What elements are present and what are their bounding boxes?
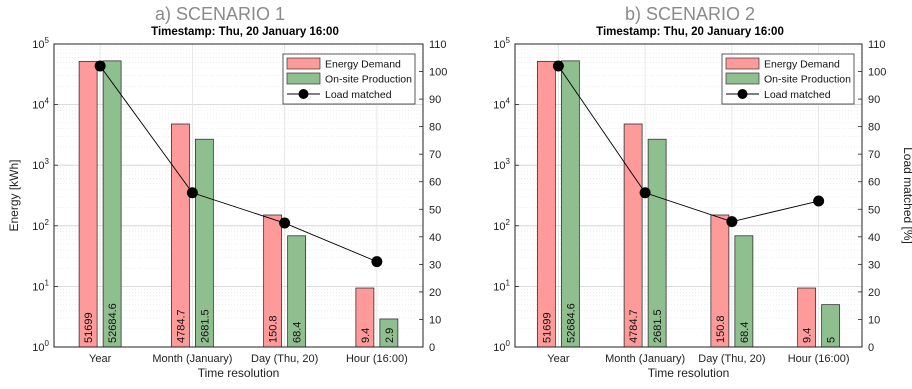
bar-value-label: 2.9 xyxy=(384,328,396,343)
load-matched-line xyxy=(99,65,378,263)
legend: Energy Demand On-site Production Load matc… xyxy=(721,53,855,105)
load-matched-point xyxy=(94,60,106,72)
bar-value-label: 150.8 xyxy=(715,315,727,343)
x-tick-label: Day (Thu, 20) xyxy=(698,353,765,365)
legend-entry: Energy Demand xyxy=(325,59,401,71)
legend-swatch xyxy=(725,57,760,70)
y2-tick-label: 110 xyxy=(429,39,447,51)
bar-value-label: 4784.7 xyxy=(175,309,187,343)
x-tick-label: Month (January) xyxy=(605,353,685,365)
x-tick-label: Year xyxy=(89,353,112,365)
bar-value-label: 68.4 xyxy=(739,322,751,343)
y2-tick-label: 60 xyxy=(429,177,441,189)
axes-box xyxy=(53,43,424,348)
legend-swatch xyxy=(725,72,760,85)
legend-marker xyxy=(298,89,309,99)
axes-box xyxy=(514,43,863,348)
legend: Energy Demand On-site Production Load matc… xyxy=(282,53,416,105)
y2-tick-label: 100 xyxy=(429,67,447,79)
bar-value-label: 51699 xyxy=(83,312,95,343)
bar-value-label: 9.4 xyxy=(802,328,814,343)
y2-axis-title: Load matched [%] xyxy=(901,147,912,244)
bar-value-label: 4784.7 xyxy=(628,309,640,343)
chart-panel-1: 51699 4784.7 150.8 9.4 52684.6 2681.5 68.4 2.9 1… xyxy=(7,4,447,380)
y2-tick-label: 70 xyxy=(868,149,880,161)
legend-entry: Load matched xyxy=(325,89,392,101)
bar-value-label: 68.4 xyxy=(292,322,304,343)
bar-value-label: 52684.6 xyxy=(565,303,577,343)
y2-tick-label: 90 xyxy=(868,94,880,106)
load-matched-point xyxy=(371,256,383,268)
x-tick-label: Hour (16:00) xyxy=(788,353,850,365)
x-tick-label: Year xyxy=(547,353,570,365)
x-tick-label: Day (Thu, 20) xyxy=(251,353,318,365)
y2-tick-label: 50 xyxy=(868,204,880,216)
y2-tick-label: 0 xyxy=(429,342,435,354)
y-tick-label: 101 xyxy=(32,278,49,293)
y-tick-label: 104 xyxy=(493,97,510,112)
bar-value-label: 2681.5 xyxy=(652,309,664,343)
load-matched-point xyxy=(552,60,564,72)
bar-value-label: 5 xyxy=(826,337,838,343)
legend-swatch xyxy=(286,72,321,85)
x-axis-title: Time resolution xyxy=(198,366,280,380)
legend-entry: Load matched xyxy=(764,89,831,101)
y2-tick-label: 90 xyxy=(429,94,441,106)
x-tick-label: Month (January) xyxy=(152,353,232,365)
y-tick-label: 102 xyxy=(32,218,49,233)
bar-value-label: 51699 xyxy=(541,312,553,343)
y-tick-label: 105 xyxy=(32,36,49,51)
y-tick-label: 104 xyxy=(32,97,49,112)
bar-value-label: 9.4 xyxy=(360,328,372,343)
chart-subtitle: Timestamp: Thu, 20 January 16:00 xyxy=(596,26,784,38)
chart-title: a) SCENARIO 1 xyxy=(155,4,285,24)
chart-subtitle: Timestamp: Thu, 20 January 16:00 xyxy=(151,26,339,38)
bar-value-label: 150.8 xyxy=(268,315,280,343)
legend-swatch xyxy=(286,57,321,70)
x-axis-title: Time resolution xyxy=(648,366,730,380)
y-tick-label: 105 xyxy=(493,36,510,51)
y2-tick-label: 20 xyxy=(868,287,880,299)
load-matched-point xyxy=(813,195,825,207)
load-matched-point xyxy=(279,217,291,229)
y-tick-label: 100 xyxy=(493,339,510,354)
y2-tick-label: 30 xyxy=(429,259,441,271)
y2-tick-label: 70 xyxy=(429,149,441,161)
y2-tick-label: 80 xyxy=(868,122,880,134)
legend-entry: Energy Demand xyxy=(764,59,840,71)
y-tick-label: 100 xyxy=(32,339,49,354)
y2-tick-label: 30 xyxy=(868,259,880,271)
y2-tick-label: 50 xyxy=(429,204,441,216)
bar-value-label: 2681.5 xyxy=(199,309,211,343)
y2-tick-label: 40 xyxy=(429,232,441,244)
load-matched-line xyxy=(558,65,819,223)
y-tick-label: 102 xyxy=(493,218,510,233)
bar-value-label: 52684.6 xyxy=(107,303,119,343)
y2-tick-label: 0 xyxy=(868,342,874,354)
legend-entry: On-site Production xyxy=(764,74,851,86)
y2-tick-label: 40 xyxy=(868,232,880,244)
bar-demand xyxy=(78,60,98,348)
y-axis-title: Energy [kWh] xyxy=(7,159,21,231)
y2-tick-label: 60 xyxy=(868,177,880,189)
y2-tick-label: 100 xyxy=(868,67,886,79)
y2-tick-label: 10 xyxy=(429,314,441,326)
load-matched-point xyxy=(186,187,198,199)
y2-tick-label: 10 xyxy=(868,314,880,326)
y-tick-label: 103 xyxy=(32,157,49,172)
legend-entry: On-site Production xyxy=(325,74,412,86)
load-matched-point xyxy=(726,216,738,228)
y2-tick-label: 80 xyxy=(429,122,441,134)
load-matched-point xyxy=(639,187,651,199)
y-tick-label: 103 xyxy=(493,157,510,172)
x-tick-label: Hour (16:00) xyxy=(346,353,408,365)
y-tick-label: 101 xyxy=(493,278,510,293)
legend-marker xyxy=(737,89,748,99)
y2-tick-label: 110 xyxy=(868,39,886,51)
y2-tick-label: 20 xyxy=(429,287,441,299)
bar-demand xyxy=(536,60,556,348)
chart-title: b) SCENARIO 2 xyxy=(625,4,755,24)
